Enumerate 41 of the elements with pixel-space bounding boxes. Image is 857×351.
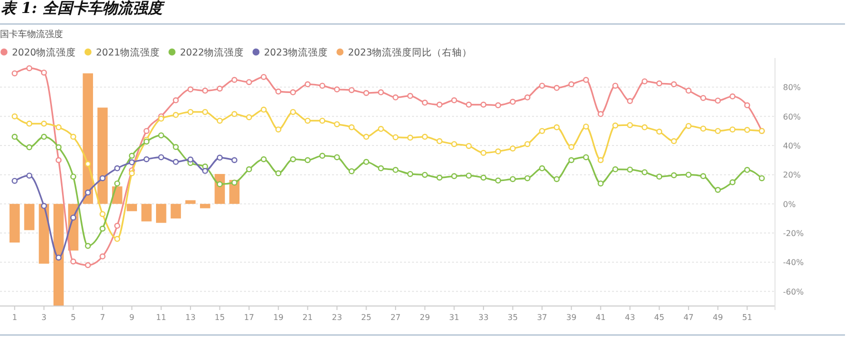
- x-tick-label: 41: [596, 313, 606, 322]
- x-tick-label: 1: [12, 313, 18, 322]
- x-tick-label: 51: [742, 313, 752, 322]
- x-tick-label: 47: [683, 313, 694, 322]
- x-tick-label: 49: [712, 313, 723, 322]
- x-tick-label: 11: [156, 313, 166, 322]
- x-tick-label: 9: [129, 313, 134, 322]
- x-tick-label: 5: [70, 313, 76, 322]
- x-tick-label: 13: [185, 313, 196, 322]
- chart-subtitle: 国卡车物流强度: [0, 29, 63, 40]
- y-tick-label: 0%: [783, 200, 796, 209]
- x-tick-label: 39: [566, 313, 576, 322]
- x-tick-label: 3: [41, 313, 46, 322]
- legend-label: 2023物流强度同比（右轴）: [348, 46, 472, 58]
- x-tick-label: 15: [214, 313, 225, 322]
- y-tick-label: 60%: [783, 112, 802, 122]
- x-tick-label: 35: [508, 313, 518, 322]
- x-tick-label: 31: [449, 313, 460, 322]
- y-tick-label: -20%: [783, 229, 804, 238]
- legend-label: 2023物流强度: [264, 46, 328, 58]
- y-tick-label: -40%: [783, 258, 804, 268]
- x-tick-label: 17: [244, 313, 254, 322]
- x-tick-label: 37: [536, 313, 548, 322]
- legend-label: 2022物流强度: [180, 46, 244, 58]
- x-tick-label: 23: [332, 313, 342, 322]
- y-tick-label: 20%: [783, 170, 802, 180]
- x-tick-label: 33: [478, 313, 489, 322]
- x-tick-label: 19: [273, 313, 284, 322]
- x-tick-label: 29: [420, 313, 430, 322]
- x-tick-label: 25: [361, 313, 372, 322]
- x-tick-label: 27: [390, 313, 401, 322]
- y-tick-label: 40%: [783, 142, 802, 151]
- x-tick-label: 7: [100, 313, 106, 322]
- y-tick-label: -60%: [783, 287, 804, 296]
- y-tick-label: 80%: [783, 83, 802, 92]
- x-tick-label: 43: [624, 313, 636, 322]
- x-tick-label: 21: [302, 313, 313, 322]
- chart-title: 表 1: 全国卡车物流强度: [1, 0, 166, 17]
- legend-label: 2020物流强度: [12, 46, 76, 58]
- legend-label: 2021物流强度: [96, 46, 160, 58]
- x-tick-label: 45: [654, 313, 664, 322]
